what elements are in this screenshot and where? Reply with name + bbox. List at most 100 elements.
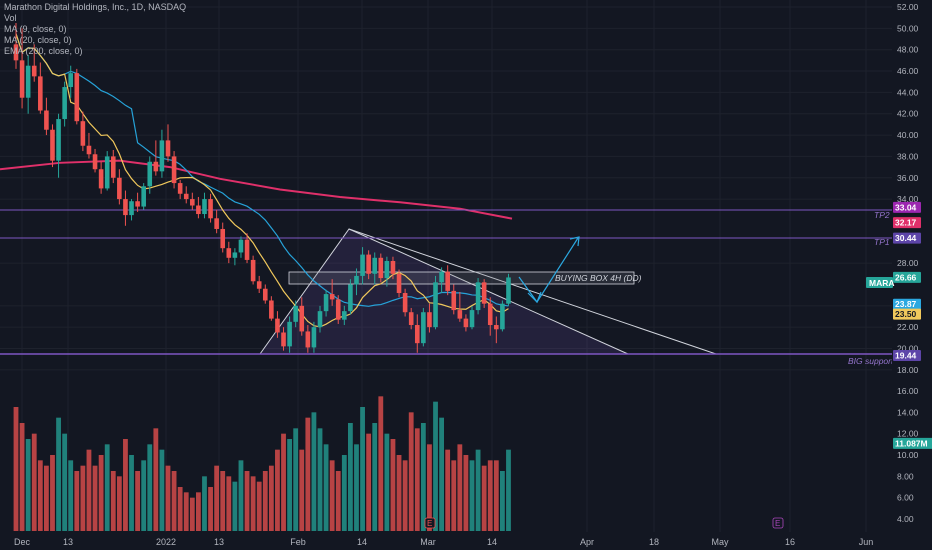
earnings-markers[interactable]: E E <box>424 517 784 529</box>
candle[interactable] <box>335 295 341 324</box>
candle[interactable] <box>500 300 505 332</box>
candle[interactable] <box>250 255 256 285</box>
candle[interactable] <box>153 140 159 176</box>
candle[interactable] <box>220 222 226 253</box>
volume-bar <box>141 460 147 531</box>
candle[interactable] <box>451 284 457 315</box>
earnings-icon[interactable] <box>424 517 436 529</box>
chart-legend[interactable]: Marathon Digital Holdings, Inc., 1D, NAS… <box>4 2 186 57</box>
candle[interactable] <box>305 325 311 353</box>
candle[interactable] <box>68 65 74 98</box>
candle[interactable] <box>31 44 37 82</box>
candle[interactable] <box>481 279 487 308</box>
candle[interactable] <box>457 291 463 322</box>
candle[interactable] <box>117 169 122 205</box>
candle[interactable] <box>329 279 335 306</box>
candle[interactable] <box>232 248 238 266</box>
candle[interactable] <box>348 279 353 315</box>
candle[interactable] <box>475 278 481 315</box>
descending-trendline[interactable] <box>348 228 717 355</box>
candle[interactable] <box>311 321 317 353</box>
candle[interactable] <box>390 256 396 280</box>
candle[interactable] <box>226 241 232 264</box>
candle[interactable] <box>74 68 80 125</box>
legend-volume[interactable]: Vol <box>4 13 17 23</box>
candle[interactable] <box>469 305 475 330</box>
candle[interactable] <box>354 268 359 296</box>
candle[interactable] <box>494 316 499 344</box>
candle[interactable] <box>147 156 153 194</box>
candle[interactable] <box>159 129 165 178</box>
candle[interactable] <box>366 250 371 280</box>
candle[interactable] <box>19 28 25 109</box>
buying-box[interactable] <box>288 271 635 285</box>
candle[interactable] <box>177 179 183 200</box>
candle[interactable] <box>208 193 213 223</box>
candle[interactable] <box>269 296 274 321</box>
candle[interactable] <box>299 297 305 336</box>
candle[interactable] <box>414 314 420 353</box>
candle[interactable] <box>190 192 195 210</box>
candle[interactable] <box>86 132 92 159</box>
candle[interactable] <box>44 97 49 136</box>
candle[interactable] <box>378 253 384 283</box>
candle[interactable] <box>408 307 414 330</box>
candle[interactable] <box>92 148 98 173</box>
candle[interactable] <box>323 289 329 317</box>
candle[interactable] <box>244 233 250 264</box>
candle[interactable] <box>214 209 219 234</box>
candle[interactable] <box>433 275 438 330</box>
candle-body <box>372 257 378 274</box>
candle[interactable] <box>129 199 134 221</box>
ticker-badge[interactable] <box>866 277 893 288</box>
price-badge <box>893 298 921 310</box>
candle[interactable] <box>372 252 378 285</box>
candle[interactable] <box>360 247 365 285</box>
candle[interactable] <box>104 151 110 191</box>
legend-ma9[interactable]: MA (9, close, 0) <box>4 24 67 34</box>
candle[interactable] <box>56 113 61 178</box>
legend-ema200[interactable]: EMA (200, close, 0) <box>4 46 83 56</box>
candle[interactable] <box>183 186 189 204</box>
candle[interactable] <box>25 55 31 114</box>
candle[interactable] <box>110 150 116 184</box>
candle[interactable] <box>13 23 19 69</box>
candle[interactable] <box>262 284 268 304</box>
candle[interactable] <box>238 236 244 258</box>
candle[interactable] <box>171 151 177 189</box>
candle[interactable] <box>402 288 408 317</box>
candle[interactable] <box>317 305 323 333</box>
candle[interactable] <box>463 314 469 332</box>
candle[interactable] <box>80 111 86 152</box>
legend-title[interactable]: Marathon Digital Holdings, Inc., 1D, NAS… <box>4 2 187 12</box>
candle[interactable] <box>427 303 432 333</box>
candle[interactable] <box>141 183 146 210</box>
legend-ma20[interactable]: MA (20, close, 0) <box>4 35 72 45</box>
candle[interactable] <box>256 275 262 294</box>
candle[interactable] <box>135 192 140 212</box>
candle[interactable] <box>281 327 286 351</box>
candle[interactable] <box>98 161 104 194</box>
candle[interactable] <box>342 305 347 326</box>
candle[interactable] <box>202 192 207 219</box>
candle[interactable] <box>196 196 201 219</box>
candle[interactable] <box>439 267 444 294</box>
candle[interactable] <box>396 269 402 298</box>
candle[interactable] <box>123 190 128 226</box>
projection-arrow[interactable] <box>518 236 580 304</box>
candle[interactable] <box>506 273 511 306</box>
candle[interactable] <box>384 256 390 287</box>
candle[interactable] <box>487 297 493 336</box>
candle[interactable] <box>38 62 43 114</box>
candle[interactable] <box>165 124 171 162</box>
candle[interactable] <box>445 265 450 296</box>
candle[interactable] <box>275 311 280 338</box>
candle[interactable] <box>62 81 67 127</box>
candle[interactable] <box>287 316 292 353</box>
candle[interactable] <box>293 300 298 328</box>
time-axis[interactable]: Dec 13 2022 13 Feb 14 Mar 14 Apr 18 May 16 Jun <box>0 533 892 550</box>
candle[interactable] <box>50 124 55 168</box>
candle[interactable] <box>421 307 426 347</box>
earnings-icon[interactable] <box>772 517 784 529</box>
